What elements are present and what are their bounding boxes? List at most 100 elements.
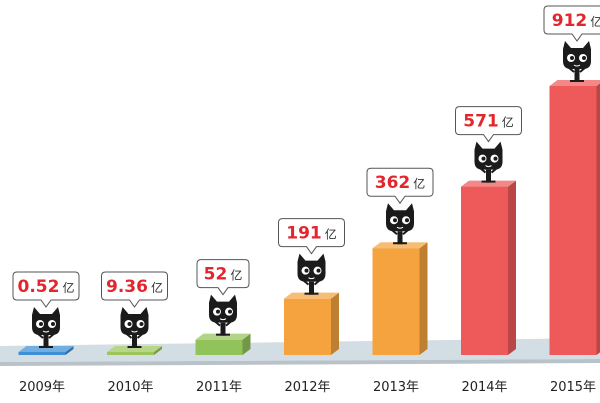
cat-feet <box>570 80 584 82</box>
value-unit: 亿 <box>413 176 425 191</box>
cat-body <box>132 335 137 348</box>
cat-pupil-right <box>139 322 144 326</box>
cat-mouth <box>396 226 404 229</box>
value-unit: 亿 <box>230 268 242 283</box>
bubble-outline <box>12 271 80 308</box>
bar <box>18 346 74 355</box>
cat-pupil-left <box>39 322 43 326</box>
tmall-cat-icon <box>209 294 237 336</box>
bar-top <box>195 333 251 340</box>
bar <box>549 80 600 355</box>
tmall-cat-icon <box>32 307 60 348</box>
cat-pupil-right <box>51 322 55 326</box>
cat-pupil-right <box>228 309 232 314</box>
value-unit: 亿 <box>502 115 514 130</box>
cat-head <box>474 141 503 170</box>
cat-body <box>220 322 226 336</box>
cat-head <box>209 294 237 323</box>
tmall-cat-icon <box>120 307 149 348</box>
bar-side <box>65 346 74 355</box>
tmall-cat-icon <box>474 141 503 183</box>
cat-head <box>563 41 591 69</box>
cat-pupil-right <box>493 156 498 161</box>
bubble-outline <box>278 218 345 255</box>
value-label-bubble: 571 亿 <box>455 106 522 143</box>
cat-pupil-left <box>304 268 309 273</box>
bar-front <box>18 352 66 355</box>
cat-pupil-left <box>570 56 574 60</box>
cat-body <box>574 69 580 82</box>
cat-feet <box>127 346 142 348</box>
bar <box>195 333 251 355</box>
bar-side <box>508 180 516 355</box>
cat-pupil-left <box>216 309 220 314</box>
cat-mouth <box>219 318 227 321</box>
value-label-bubble: 9.36 亿 <box>101 271 168 308</box>
value-number: 912 <box>552 11 588 31</box>
cat-pupil-left <box>481 156 486 161</box>
bar-top <box>18 346 74 352</box>
value-label: 0.52 亿 <box>18 277 75 297</box>
value-unit: 亿 <box>151 280 163 295</box>
cat-feet <box>216 333 230 336</box>
tmall-cat-icon <box>386 203 414 245</box>
value-label-bubble: 0.52 亿 <box>12 271 80 308</box>
cat-feet <box>393 242 407 245</box>
cat-pupil-right <box>405 218 409 223</box>
cat-mouth <box>131 330 138 333</box>
bar-top <box>372 242 428 249</box>
bar-front <box>107 352 154 355</box>
cat-pupil-right <box>316 268 321 273</box>
cat-mouth <box>308 277 315 280</box>
value-label-bubble: 52 亿 <box>196 259 250 296</box>
value-label: 52 亿 <box>204 265 243 285</box>
x-tick-label: 2012年 <box>284 380 330 395</box>
bar-side <box>154 346 162 355</box>
value-number: 571 <box>463 112 499 132</box>
bar <box>372 242 428 355</box>
cat-head <box>386 203 414 232</box>
value-label: 362 亿 <box>375 173 426 193</box>
value-label-bubble: 912 亿 <box>543 5 600 42</box>
bar-front <box>461 186 508 355</box>
value-number: 52 <box>204 265 228 285</box>
cat-pupil-right <box>582 56 586 60</box>
bubble-outline <box>101 271 168 308</box>
cat-body <box>486 169 491 183</box>
cat-head <box>32 307 60 335</box>
value-number: 0.52 <box>18 277 60 297</box>
bar-top <box>461 180 516 187</box>
bar-front <box>372 248 420 355</box>
x-tick-label: 2011年 <box>196 380 242 395</box>
cat-body <box>397 231 403 245</box>
bar <box>107 346 162 355</box>
floor-edge <box>0 359 600 366</box>
bar-front <box>195 339 243 355</box>
cat-pupil-left <box>393 218 397 223</box>
value-label: 571 亿 <box>463 112 514 132</box>
bar-front <box>549 86 597 355</box>
value-number: 9.36 <box>106 277 148 297</box>
cat-head <box>297 253 326 282</box>
bar-top <box>107 346 162 352</box>
cat-head <box>120 307 149 335</box>
bar-top <box>549 80 600 86</box>
cat-feet <box>481 180 496 183</box>
value-label: 9.36 亿 <box>106 277 163 297</box>
bar-side <box>419 242 428 355</box>
cat-mouth <box>573 64 581 67</box>
bar-side <box>242 333 251 355</box>
bar <box>461 180 516 355</box>
bar <box>284 292 339 355</box>
x-tick-label: 2010年 <box>107 380 153 395</box>
bar-side <box>596 83 600 355</box>
bubble-outline <box>196 259 250 296</box>
x-tick-label: 2013年 <box>373 380 419 395</box>
cat-pupil-left <box>127 322 132 326</box>
bar-front <box>284 298 331 355</box>
value-label-bubble: 191 亿 <box>278 218 345 255</box>
value-unit: 亿 <box>325 227 337 242</box>
x-tick-label: 2015年 <box>550 380 596 395</box>
